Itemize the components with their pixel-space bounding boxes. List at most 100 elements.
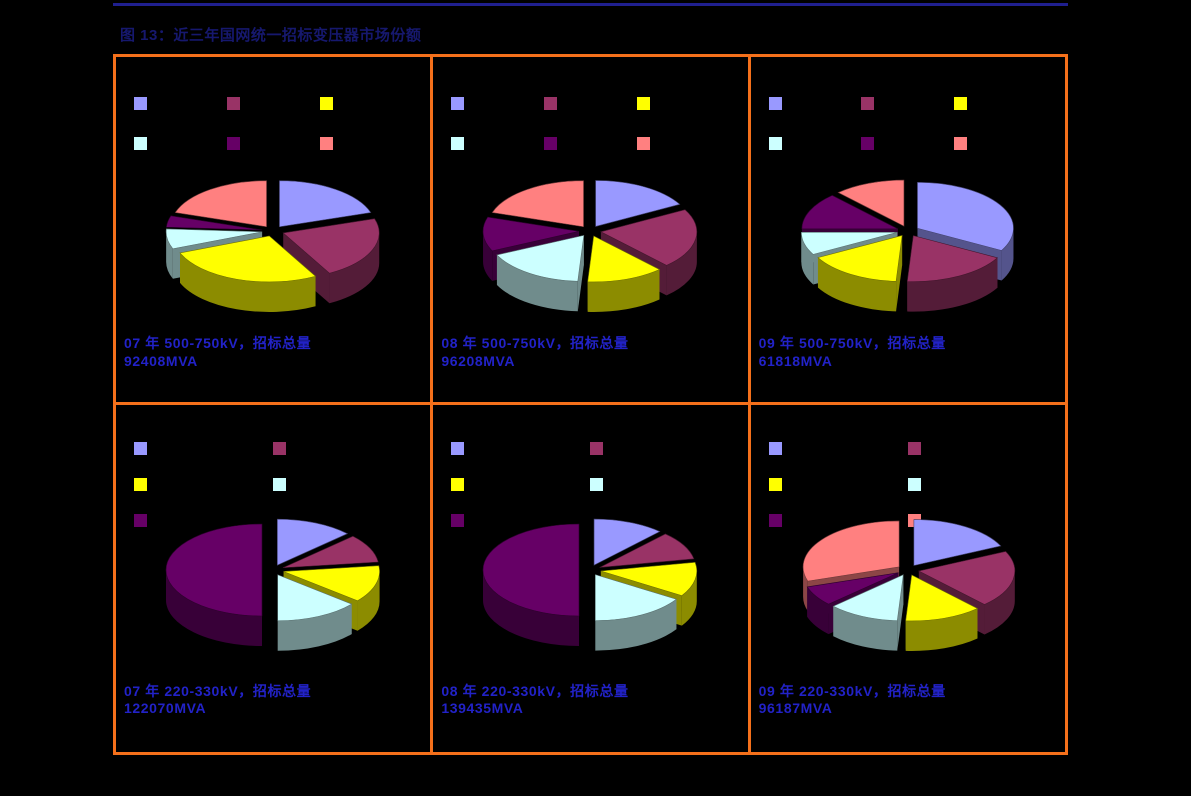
legend-swatch-icon <box>134 478 147 491</box>
legend-item <box>544 83 637 123</box>
caption-line: 61818MVA <box>758 352 833 369</box>
caption-line: 92408MVA <box>124 352 198 369</box>
caption-line: 09 年 500-750kV，招标总量 <box>758 335 946 351</box>
legend-swatch-icon <box>226 136 240 150</box>
panel-09-220-330kv: 09 年 220-330kV，招标总量 96187MVA <box>751 404 1068 752</box>
pie-slice <box>587 235 661 312</box>
legend-item <box>768 123 862 163</box>
caption-line: 08 年 500-750kV，招标总量 <box>441 335 629 351</box>
legend-swatch-icon <box>768 136 782 150</box>
figure-title: 图 13：近三年国网统一招标变压器市场份额 <box>120 27 422 44</box>
legend-item <box>590 467 729 503</box>
legend-swatch-icon <box>590 478 604 491</box>
panel-07-220-330kv: 07 年 220-330kV，招标总量 122070MVA <box>116 404 434 752</box>
legend-item <box>451 503 590 539</box>
legend-swatch-icon <box>544 136 558 150</box>
pie-slice <box>492 180 585 228</box>
legend-swatch-icon <box>768 478 782 491</box>
legend-item <box>954 83 1047 123</box>
pie-chart-09-220-330kv <box>751 501 1065 661</box>
pie-slice <box>277 518 349 566</box>
caption-line: 122070MVA <box>124 700 207 717</box>
legend-item <box>319 83 413 123</box>
legend-item <box>451 123 544 163</box>
pie-chart-07-220-330kv <box>116 501 430 661</box>
legend-swatch-icon <box>319 96 333 110</box>
legend-item <box>134 431 273 467</box>
legend-09-500-750kv <box>751 57 1065 163</box>
pie-slice <box>913 518 1002 566</box>
pie-chart-07-500-750kv <box>116 167 430 317</box>
caption-08-220-330kv: 08 年 220-330kV，招标总量 139435MVA <box>441 683 745 719</box>
top-rule <box>113 3 1068 6</box>
legend-swatch-icon <box>861 136 875 150</box>
caption-07-220-330kv: 07 年 220-330kV，招标总量 122070MVA <box>124 683 428 719</box>
legend-07-220-330kv <box>116 405 430 539</box>
pie-slice <box>277 573 353 651</box>
legend-item <box>273 467 412 503</box>
legend-09-220-330kv <box>751 405 1065 539</box>
legend-swatch-icon <box>907 442 921 455</box>
legend-item <box>861 123 954 163</box>
caption-line: 96187MVA <box>758 700 833 717</box>
caption-line: 07 年 220-330kV，招标总量 <box>124 682 312 699</box>
legend-07-500-750kv <box>116 57 430 163</box>
pie-slice <box>165 523 263 646</box>
legend-swatch-icon <box>451 514 465 527</box>
legend-item <box>451 431 590 467</box>
pie-svg <box>165 518 380 651</box>
legend-swatch-icon <box>319 136 333 150</box>
legend-item <box>768 467 908 503</box>
legend-swatch-icon <box>273 478 287 491</box>
pie-chart-08-500-750kv <box>433 167 747 317</box>
pie-slice <box>905 573 978 651</box>
pie-svg <box>483 180 698 312</box>
panel-07-500-750kv: 07 年 500-750kV，招标总量 92408MVA <box>116 57 434 405</box>
pie-slice <box>179 235 317 312</box>
legend-item <box>451 467 590 503</box>
pie-svg <box>802 518 1015 651</box>
legend-swatch-icon <box>636 136 650 150</box>
panel-08-220-330kv: 08 年 220-330kV，招标总量 139435MVA <box>433 404 751 752</box>
caption-line: 09 年 220-330kV，招标总量 <box>758 682 946 699</box>
legend-swatch-icon <box>226 96 240 110</box>
legend-swatch-icon <box>134 96 147 110</box>
legend-swatch-icon <box>907 478 921 491</box>
pie-svg <box>483 518 698 651</box>
caption-line: 96208MVA <box>441 352 516 369</box>
legend-item <box>134 503 273 539</box>
pie-chart-08-220-330kv <box>433 501 747 661</box>
legend-item <box>636 123 730 163</box>
legend-item <box>907 431 1047 467</box>
legend-item <box>768 431 908 467</box>
panel-08-500-750kv: 08 年 500-750kV，招标总量 96208MVA <box>433 57 751 405</box>
pie-slice <box>595 180 681 227</box>
legend-swatch-icon <box>451 96 465 110</box>
legend-item <box>134 83 227 123</box>
legend-swatch-icon <box>134 442 147 455</box>
caption-09-220-330kv: 09 年 220-330kV，招标总量 96187MVA <box>759 683 1063 719</box>
caption-line: 08 年 220-330kV，招标总量 <box>441 682 629 699</box>
legend-item <box>226 83 320 123</box>
caption-09-500-750kv: 09 年 500-750kV，招标总量 61818MVA <box>759 335 1063 371</box>
pie-slice <box>832 573 904 651</box>
pie-slice <box>483 523 580 646</box>
legend-08-500-750kv <box>433 57 747 163</box>
legend-item <box>768 503 908 539</box>
legend-item <box>451 83 544 123</box>
legend-item <box>861 83 954 123</box>
pie-slice <box>496 234 585 312</box>
legend-item <box>273 431 412 467</box>
pie-slice <box>166 215 263 231</box>
pie-slice <box>595 573 678 651</box>
pie-svg <box>800 179 1014 312</box>
pie-slice <box>599 533 695 568</box>
pie-slice <box>906 235 998 312</box>
legend-swatch-icon <box>451 478 465 491</box>
legend-item <box>319 123 413 163</box>
legend-item <box>636 83 730 123</box>
legend-item <box>590 431 729 467</box>
pie-slice <box>279 180 372 228</box>
legend-swatch-icon <box>590 442 604 455</box>
